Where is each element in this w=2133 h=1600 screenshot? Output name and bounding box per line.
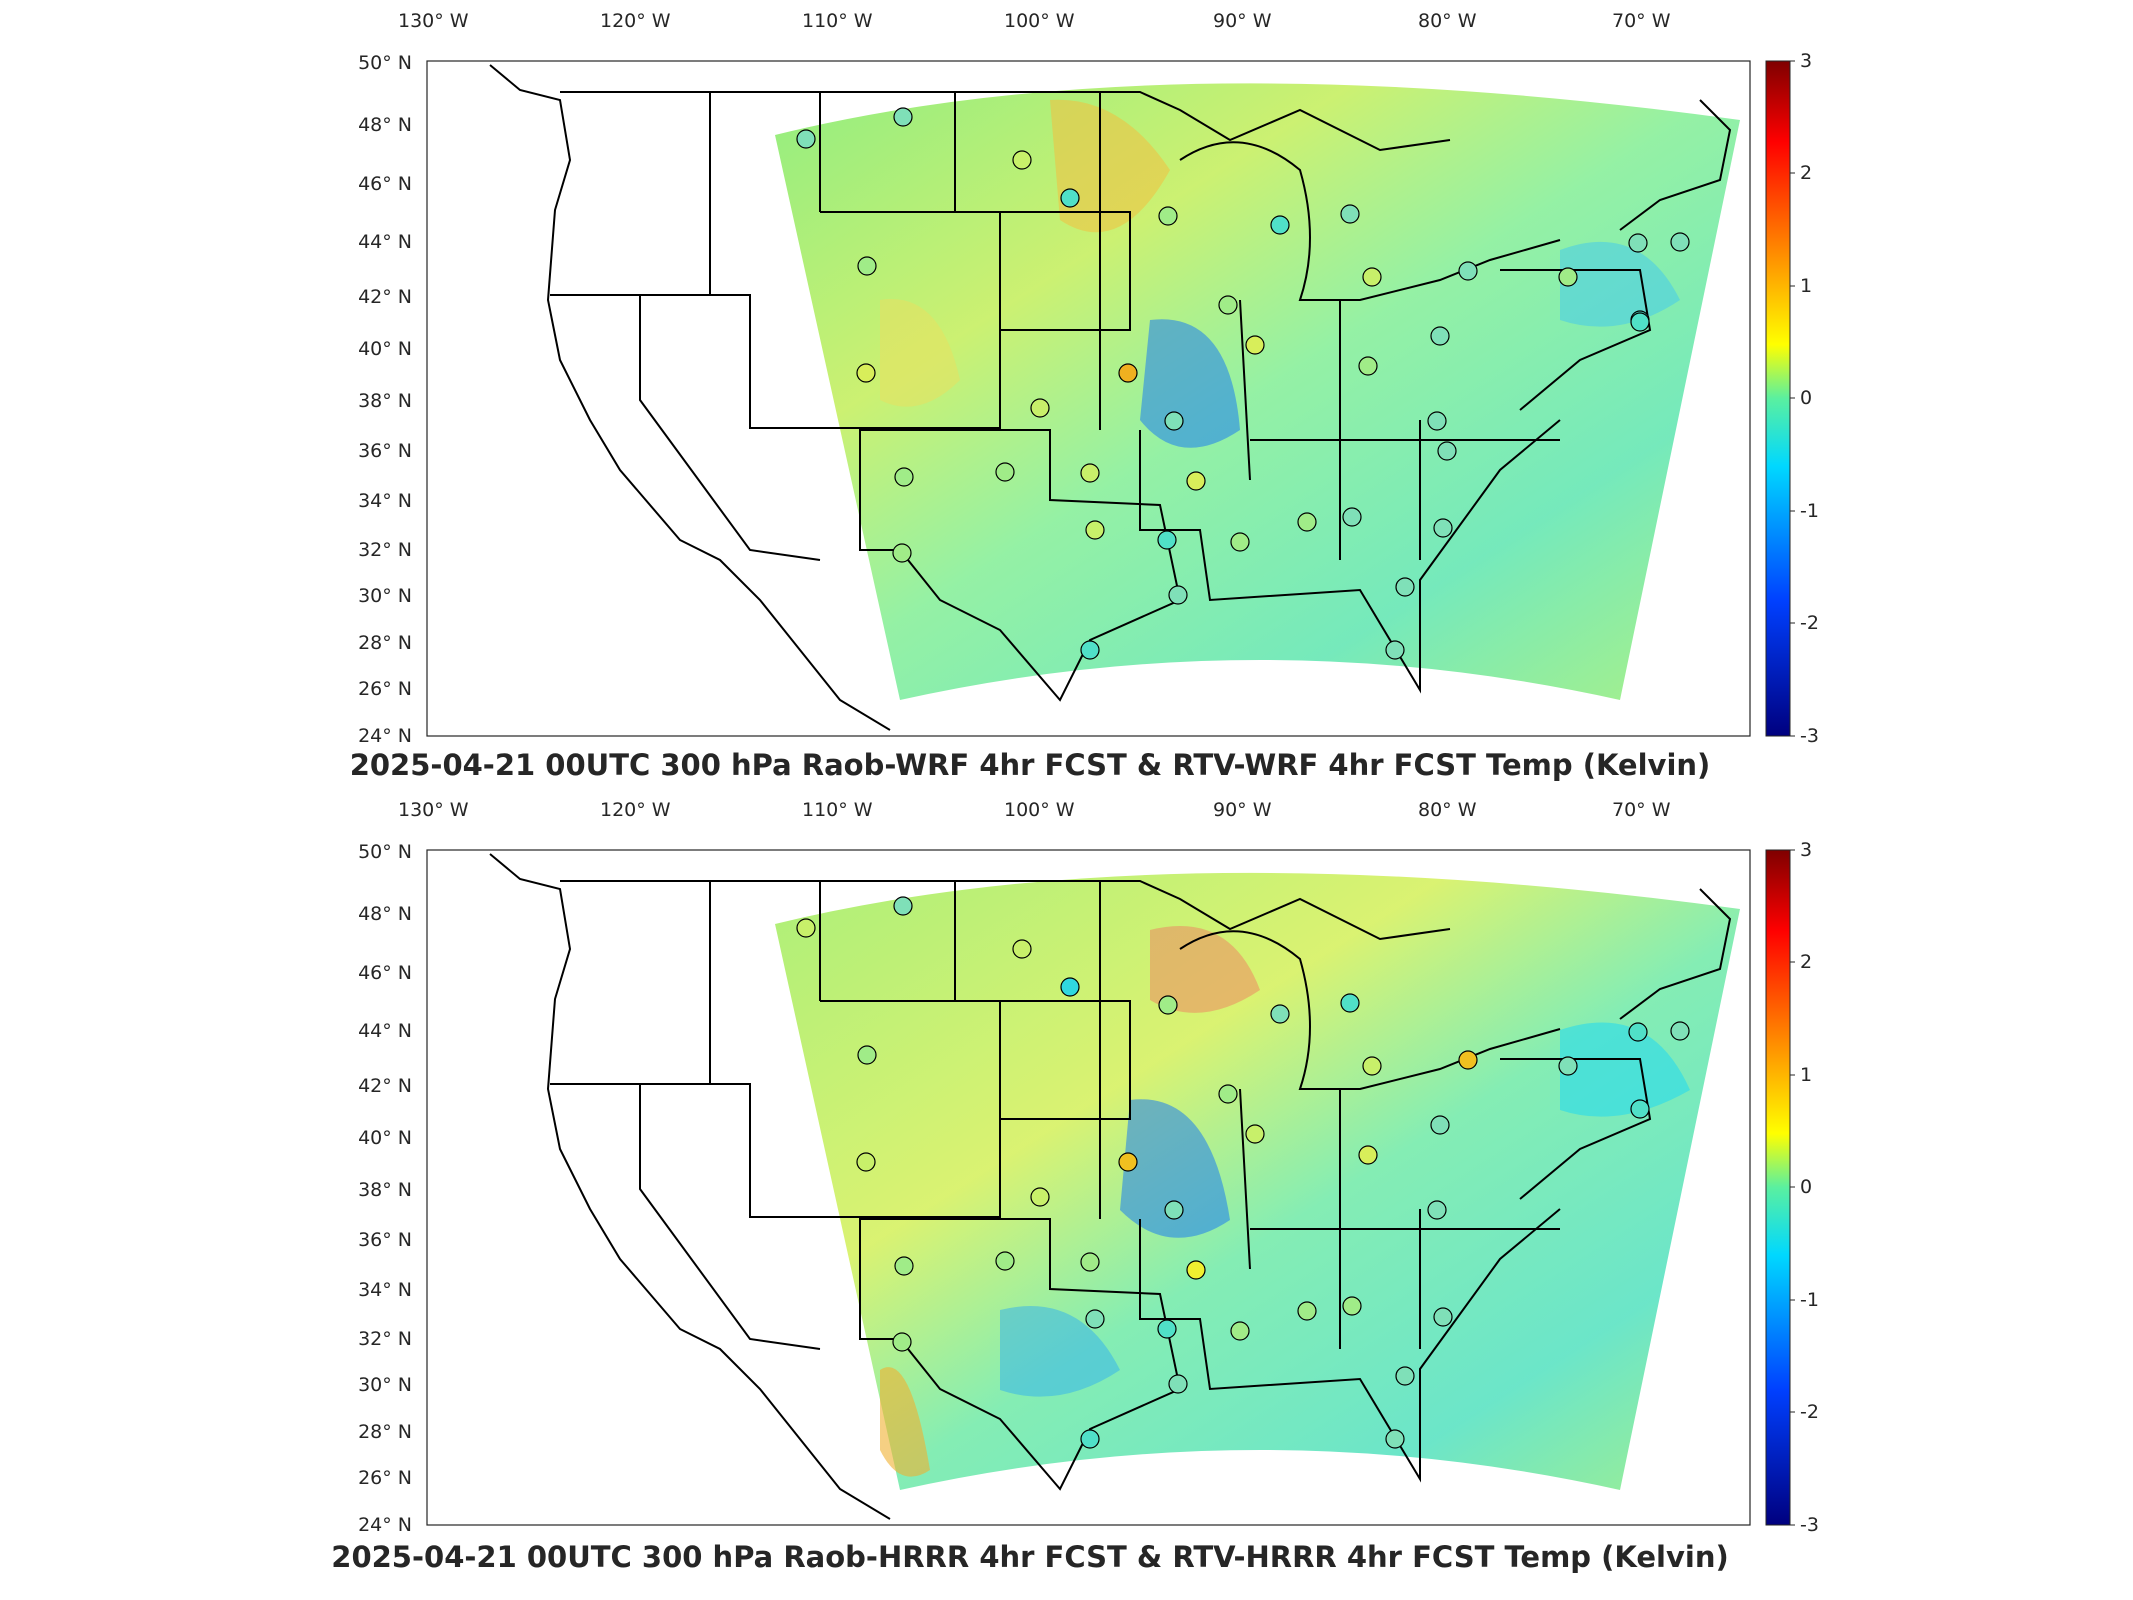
- lat-label: 40° N: [358, 338, 412, 360]
- lat-label: 30° N: [358, 585, 412, 607]
- colorbar-tick: 1: [1800, 275, 1813, 297]
- panel-title: 2025-04-21 00UTC 300 hPa Raob-WRF 4hr FC…: [349, 748, 1711, 782]
- colorbar-tick: 2: [1800, 162, 1813, 184]
- colorbar-tick: 3: [1800, 50, 1813, 72]
- lat-label: 24° N: [358, 1514, 412, 1536]
- map-panel-wrf: 130° W 120° W 110° W 100° W 90° W 80° W …: [349, 10, 1819, 782]
- colorbar-tick: -1: [1800, 1289, 1819, 1311]
- lon-label: 70° W: [1612, 10, 1671, 32]
- lat-label: 48° N: [358, 903, 412, 925]
- lat-label: 26° N: [358, 678, 412, 700]
- lat-label: 26° N: [358, 1467, 412, 1489]
- lon-label: 100° W: [1004, 10, 1075, 32]
- boundaries: [489, 64, 1732, 731]
- colorbar-tick: -3: [1800, 725, 1819, 747]
- colorbar-tick: 3: [1800, 839, 1813, 861]
- colorbar-tick: 0: [1800, 1176, 1813, 1198]
- lon-label: 130° W: [398, 799, 469, 821]
- panel-title: 2025-04-21 00UTC 300 hPa Raob-HRRR 4hr F…: [331, 1540, 1729, 1574]
- lon-label: 130° W: [398, 10, 469, 32]
- lat-label: 46° N: [358, 173, 412, 195]
- lat-label: 36° N: [358, 1229, 412, 1251]
- lat-label: 28° N: [358, 1421, 412, 1443]
- lat-label: 38° N: [358, 390, 412, 412]
- lat-label: 50° N: [358, 841, 412, 863]
- lon-label: 110° W: [802, 10, 873, 32]
- cool-anomaly-central: [1120, 1099, 1230, 1238]
- lon-label: 80° W: [1418, 799, 1477, 821]
- lon-label: 90° W: [1213, 799, 1272, 821]
- cool-anomaly-northeast: [1560, 1022, 1690, 1117]
- lat-label: 46° N: [358, 962, 412, 984]
- colorbar-tick: 1: [1800, 1064, 1813, 1086]
- map-canvas: [426, 60, 1795, 737]
- lon-label: 70° W: [1612, 799, 1671, 821]
- lat-label: 44° N: [358, 231, 412, 253]
- map-panel-hrrr: 130° W 120° W 110° W 100° W 90° W 80° W …: [0, 790, 2133, 1600]
- colorbar-tick: -3: [1800, 1514, 1819, 1536]
- lat-label: 44° N: [358, 1020, 412, 1042]
- raob-stations: [796, 107, 1690, 660]
- lon-label: 100° W: [1004, 799, 1075, 821]
- warm-anomaly-north: [1150, 926, 1260, 1013]
- lat-label: 30° N: [358, 1374, 412, 1396]
- lat-label: 34° N: [358, 490, 412, 512]
- lat-label: 24° N: [358, 725, 412, 747]
- warm-anomaly-west: [880, 299, 960, 407]
- colorbar: [1765, 60, 1791, 737]
- colorbar-tick: -1: [1800, 500, 1819, 522]
- colorbar-tick: -2: [1800, 612, 1819, 634]
- warm-anomaly-north: [1050, 99, 1170, 233]
- lat-label: 48° N: [358, 114, 412, 136]
- lon-label: 110° W: [802, 799, 873, 821]
- colorbar-tick: -2: [1800, 1401, 1819, 1423]
- lon-label: 120° W: [600, 10, 671, 32]
- lon-label: 120° W: [600, 799, 671, 821]
- lat-label: 28° N: [358, 632, 412, 654]
- lat-label: 50° N: [358, 52, 412, 74]
- raob-stations: [796, 896, 1690, 1449]
- cool-anomaly-south: [1000, 1306, 1120, 1397]
- lat-label: 36° N: [358, 440, 412, 462]
- model-domain-field: [775, 83, 1740, 700]
- lat-label: 42° N: [358, 1075, 412, 1097]
- lon-label: 90° W: [1213, 10, 1272, 32]
- lat-label: 42° N: [358, 286, 412, 308]
- cool-anomaly-northeast: [1560, 241, 1680, 327]
- lat-label: 40° N: [358, 1127, 412, 1149]
- model-domain-field: [775, 872, 1740, 1490]
- lat-label: 38° N: [358, 1179, 412, 1201]
- cool-anomaly-central: [1140, 319, 1240, 448]
- lat-label: 32° N: [358, 539, 412, 561]
- map-canvas: [426, 849, 1795, 1526]
- colorbar-tick: 0: [1800, 387, 1813, 409]
- lat-label: 32° N: [358, 1328, 412, 1350]
- warm-anomaly-southwest: [880, 1367, 930, 1477]
- lat-label: 34° N: [358, 1279, 412, 1301]
- colorbar-tick: 2: [1800, 951, 1813, 973]
- colorbar: [1765, 849, 1791, 1526]
- boundaries: [489, 853, 1732, 1520]
- lon-label: 80° W: [1418, 10, 1477, 32]
